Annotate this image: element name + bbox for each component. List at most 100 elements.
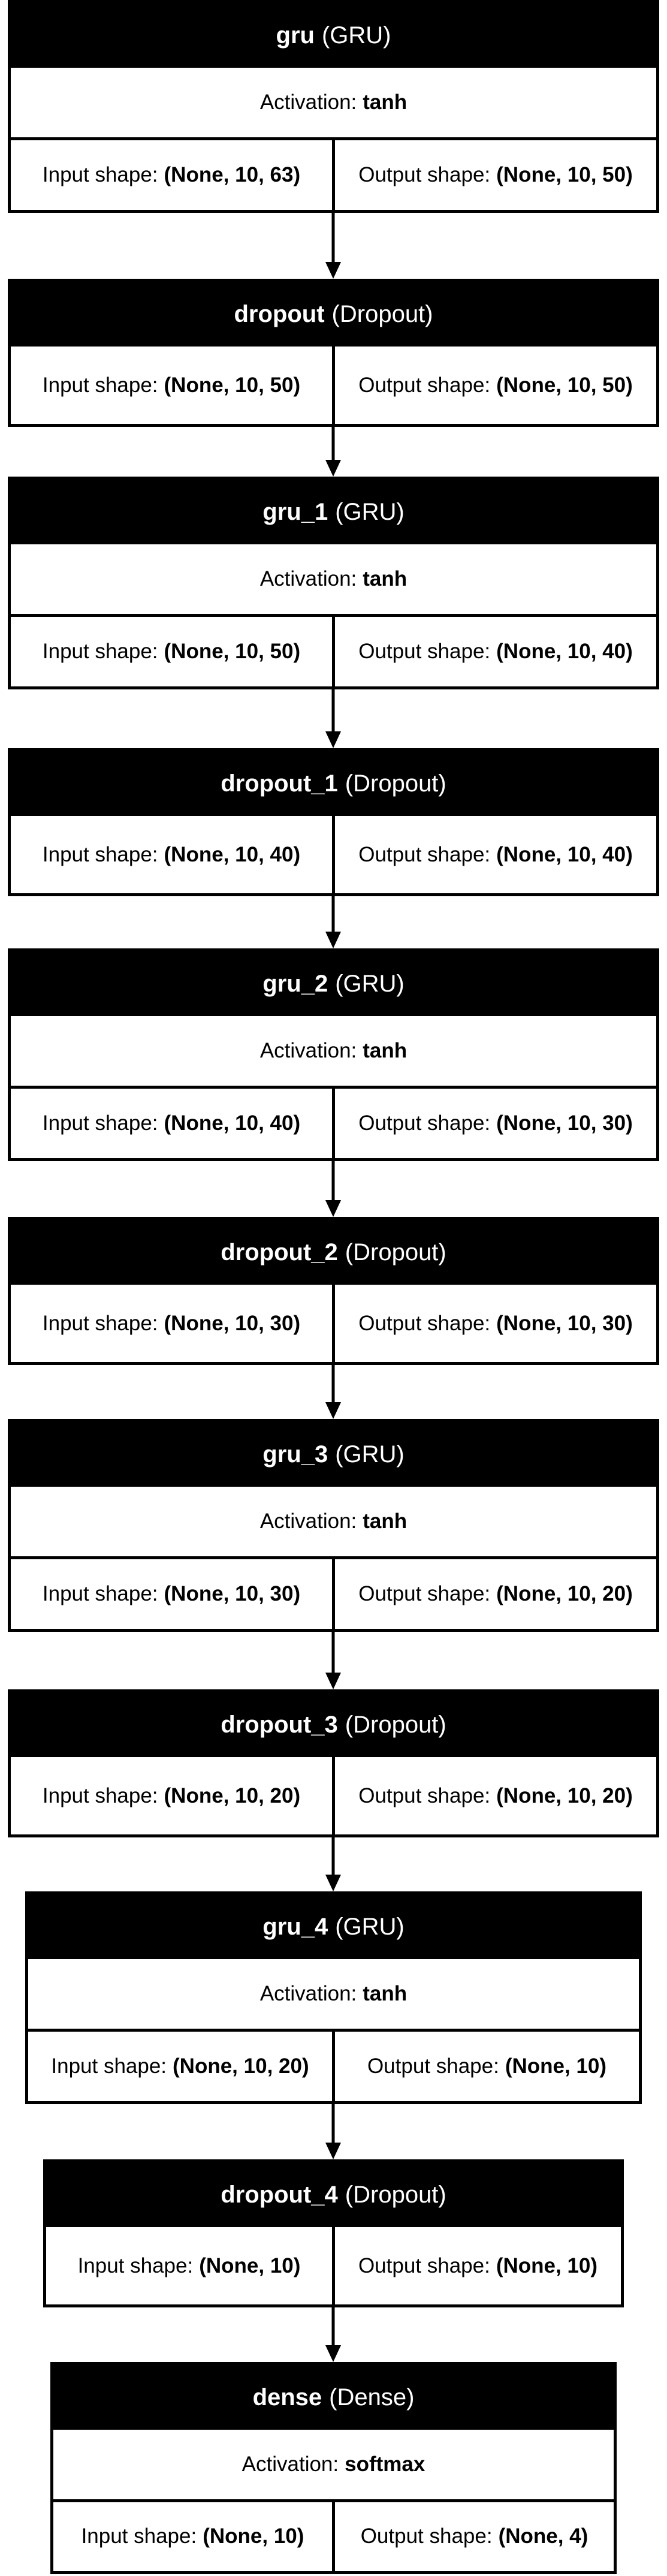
layer-type: (Dropout) xyxy=(345,2181,446,2208)
output-shape: Output shape: (None, 10, 50) xyxy=(332,140,656,210)
layer-header: gru_2 (GRU) xyxy=(11,951,656,1016)
output-shape-label: Output shape: xyxy=(358,1111,491,1135)
layer-name: gru_2 xyxy=(262,970,328,997)
layer-name: gru_3 xyxy=(262,1441,328,1468)
shapes-row: Input shape: (None, 10, 50) Output shape:(… xyxy=(11,617,656,686)
layer-header: gru_4 (GRU) xyxy=(28,1894,639,1959)
shapes-row: Input shape: (None, 10) Output shape: (None… xyxy=(46,2227,621,2304)
layer-name: dropout_4 xyxy=(221,2181,338,2208)
layer-node: dropout (Dropout) Input shape: (None, 10, 5… xyxy=(8,279,659,427)
layer-type: (GRU) xyxy=(321,22,391,49)
activation-row: Activation: tanh xyxy=(11,68,656,140)
input-shape: Input shape: (None, 10, 50) xyxy=(11,347,332,424)
output-shape-label: Output shape: xyxy=(367,2054,499,2078)
activation-value: tanh xyxy=(363,1510,408,1533)
shapes-row: Input shape: (None, 10, 30) Output shape:(… xyxy=(11,1285,656,1362)
layer-node: dropout_1 (Dropout) Input shape: (None, 10,… xyxy=(8,748,659,896)
shapes-row: Input shape: (None, 10) Output shape: (None… xyxy=(53,2502,614,2572)
output-shape: Output shape: (None, 10, 20) xyxy=(332,1559,656,1629)
input-shape-label: Input shape: xyxy=(77,2253,194,2277)
input-shape-label: Input shape: xyxy=(42,163,158,186)
layer-name: gru_1 xyxy=(262,498,328,525)
layer-node: gru_1 (GRU) Activation: tanh Input shape: (No… xyxy=(8,477,659,689)
output-shape: Output shape: (None, 10, 40) xyxy=(332,816,656,893)
input-shape-value: (None, 10, 40) xyxy=(164,1111,301,1135)
input-shape-label: Input shape: xyxy=(81,2524,197,2548)
input-shape-label: Input shape: xyxy=(42,842,158,866)
output-shape: Output shape: (None, 10, 30) xyxy=(332,1285,656,1362)
activation-row: Activation: tanh xyxy=(11,1487,656,1559)
input-shape-value: (None, 10, 63) xyxy=(164,163,301,186)
output-shape-value: (None, 10, 30) xyxy=(496,1311,633,1335)
input-shape: Input shape: (None, 10) xyxy=(53,2502,332,2572)
activation-row: Activation: tanh xyxy=(11,1016,656,1089)
activation-value: tanh xyxy=(363,91,408,114)
layer-type: (Dropout) xyxy=(345,1711,446,1738)
input-shape-value: (None, 10, 20) xyxy=(173,2054,309,2078)
activation-value: tanh xyxy=(363,1982,408,2005)
layer-name: dropout_2 xyxy=(221,1239,338,1266)
output-shape-label: Output shape: xyxy=(358,373,491,397)
layer-node: gru_3 (GRU) Activation: tanh Input shape: (No… xyxy=(8,1419,659,1632)
layer-node: dense (Dense) Activation: softmax Input shap… xyxy=(50,2362,617,2574)
output-shape: Output shape: (None, 10, 30) xyxy=(332,1089,656,1158)
input-shape-label: Input shape: xyxy=(42,1783,158,1807)
output-shape-label: Output shape: xyxy=(358,842,491,866)
layer-type: (GRU) xyxy=(335,1913,405,1940)
activation-value: tanh xyxy=(363,1039,408,1062)
activation-label: Activation: xyxy=(259,91,357,114)
layer-header: dropout (Dropout) xyxy=(11,282,656,347)
output-shape-label: Output shape: xyxy=(358,1582,491,1605)
output-shape-value: (None, 10, 50) xyxy=(496,163,633,186)
input-shape: Input shape: (None, 10, 30) xyxy=(11,1285,332,1362)
layer-header: gru (GRU) xyxy=(11,3,656,68)
arrow-head-icon xyxy=(325,932,341,948)
layer-node: gru_2 (GRU) Activation: tanh Input shape: (No… xyxy=(8,948,659,1161)
layer-type: (Dropout) xyxy=(345,1239,446,1266)
output-shape-value: (None, 10) xyxy=(505,2054,607,2078)
layer-node: dropout_3 (Dropout) Input shape: (None, 10,… xyxy=(8,1689,659,1837)
output-shape-value: (None, 10, 20) xyxy=(496,1582,633,1605)
layer-name: dropout xyxy=(234,300,325,327)
input-shape-label: Input shape: xyxy=(42,640,158,663)
output-shape-label: Output shape: xyxy=(358,1311,491,1335)
activation-label: Activation: xyxy=(259,1982,357,2005)
activation-value: tanh xyxy=(363,567,408,590)
output-shape-value: (None, 10, 40) xyxy=(496,842,633,866)
layer-header: dropout_1 (Dropout) xyxy=(11,751,656,816)
layer-type: (GRU) xyxy=(335,1441,405,1468)
output-shape-label: Output shape: xyxy=(358,1783,491,1807)
output-shape-value: (None, 10, 20) xyxy=(496,1783,633,1807)
input-shape: Input shape: (None, 10) xyxy=(46,2227,332,2304)
activation-label: Activation: xyxy=(242,2452,339,2476)
layer-header: dropout_3 (Dropout) xyxy=(11,1692,656,1757)
arrow-head-icon xyxy=(325,731,341,748)
input-shape-value: (None, 10, 20) xyxy=(164,1783,301,1807)
activation-value: softmax xyxy=(345,2452,425,2476)
arrow-head-icon xyxy=(325,1673,341,1689)
activation-row: Activation: softmax xyxy=(53,2430,614,2502)
layer-name: gru_4 xyxy=(262,1913,328,1940)
shapes-row: Input shape: (None, 10, 40) Output shape:(… xyxy=(11,816,656,893)
layer-header: gru_1 (GRU) xyxy=(11,480,656,544)
input-shape: Input shape: (None, 10, 20) xyxy=(11,1757,332,1834)
output-shape: Output shape: (None, 10, 50) xyxy=(332,347,656,424)
shapes-row: Input shape: (None, 10, 40) Output shape:(… xyxy=(11,1089,656,1158)
layer-type: (GRU) xyxy=(335,498,405,525)
output-shape: Output shape: (None, 10, 20) xyxy=(332,1757,656,1834)
output-shape-value: (None, 10, 30) xyxy=(496,1111,633,1135)
layer-name: dropout_1 xyxy=(221,770,338,797)
layer-header: gru_3 (GRU) xyxy=(11,1422,656,1487)
layer-type: (GRU) xyxy=(335,970,405,997)
shapes-row: Input shape: (None, 10, 20) Output shape:(… xyxy=(28,2032,639,2101)
layer-node: gru (GRU) Activation: tanh Input shape: (None… xyxy=(8,0,659,213)
output-shape-value: (None, 10) xyxy=(496,2253,598,2277)
layer-header: dropout_2 (Dropout) xyxy=(11,1220,656,1285)
input-shape: Input shape: (None, 10, 20) xyxy=(28,2032,332,2101)
layer-header: dropout_4 (Dropout) xyxy=(46,2162,621,2227)
output-shape-value: (None, 4) xyxy=(498,2524,588,2548)
arrow-head-icon xyxy=(325,1402,341,1419)
input-shape-label: Input shape: xyxy=(42,1582,158,1605)
